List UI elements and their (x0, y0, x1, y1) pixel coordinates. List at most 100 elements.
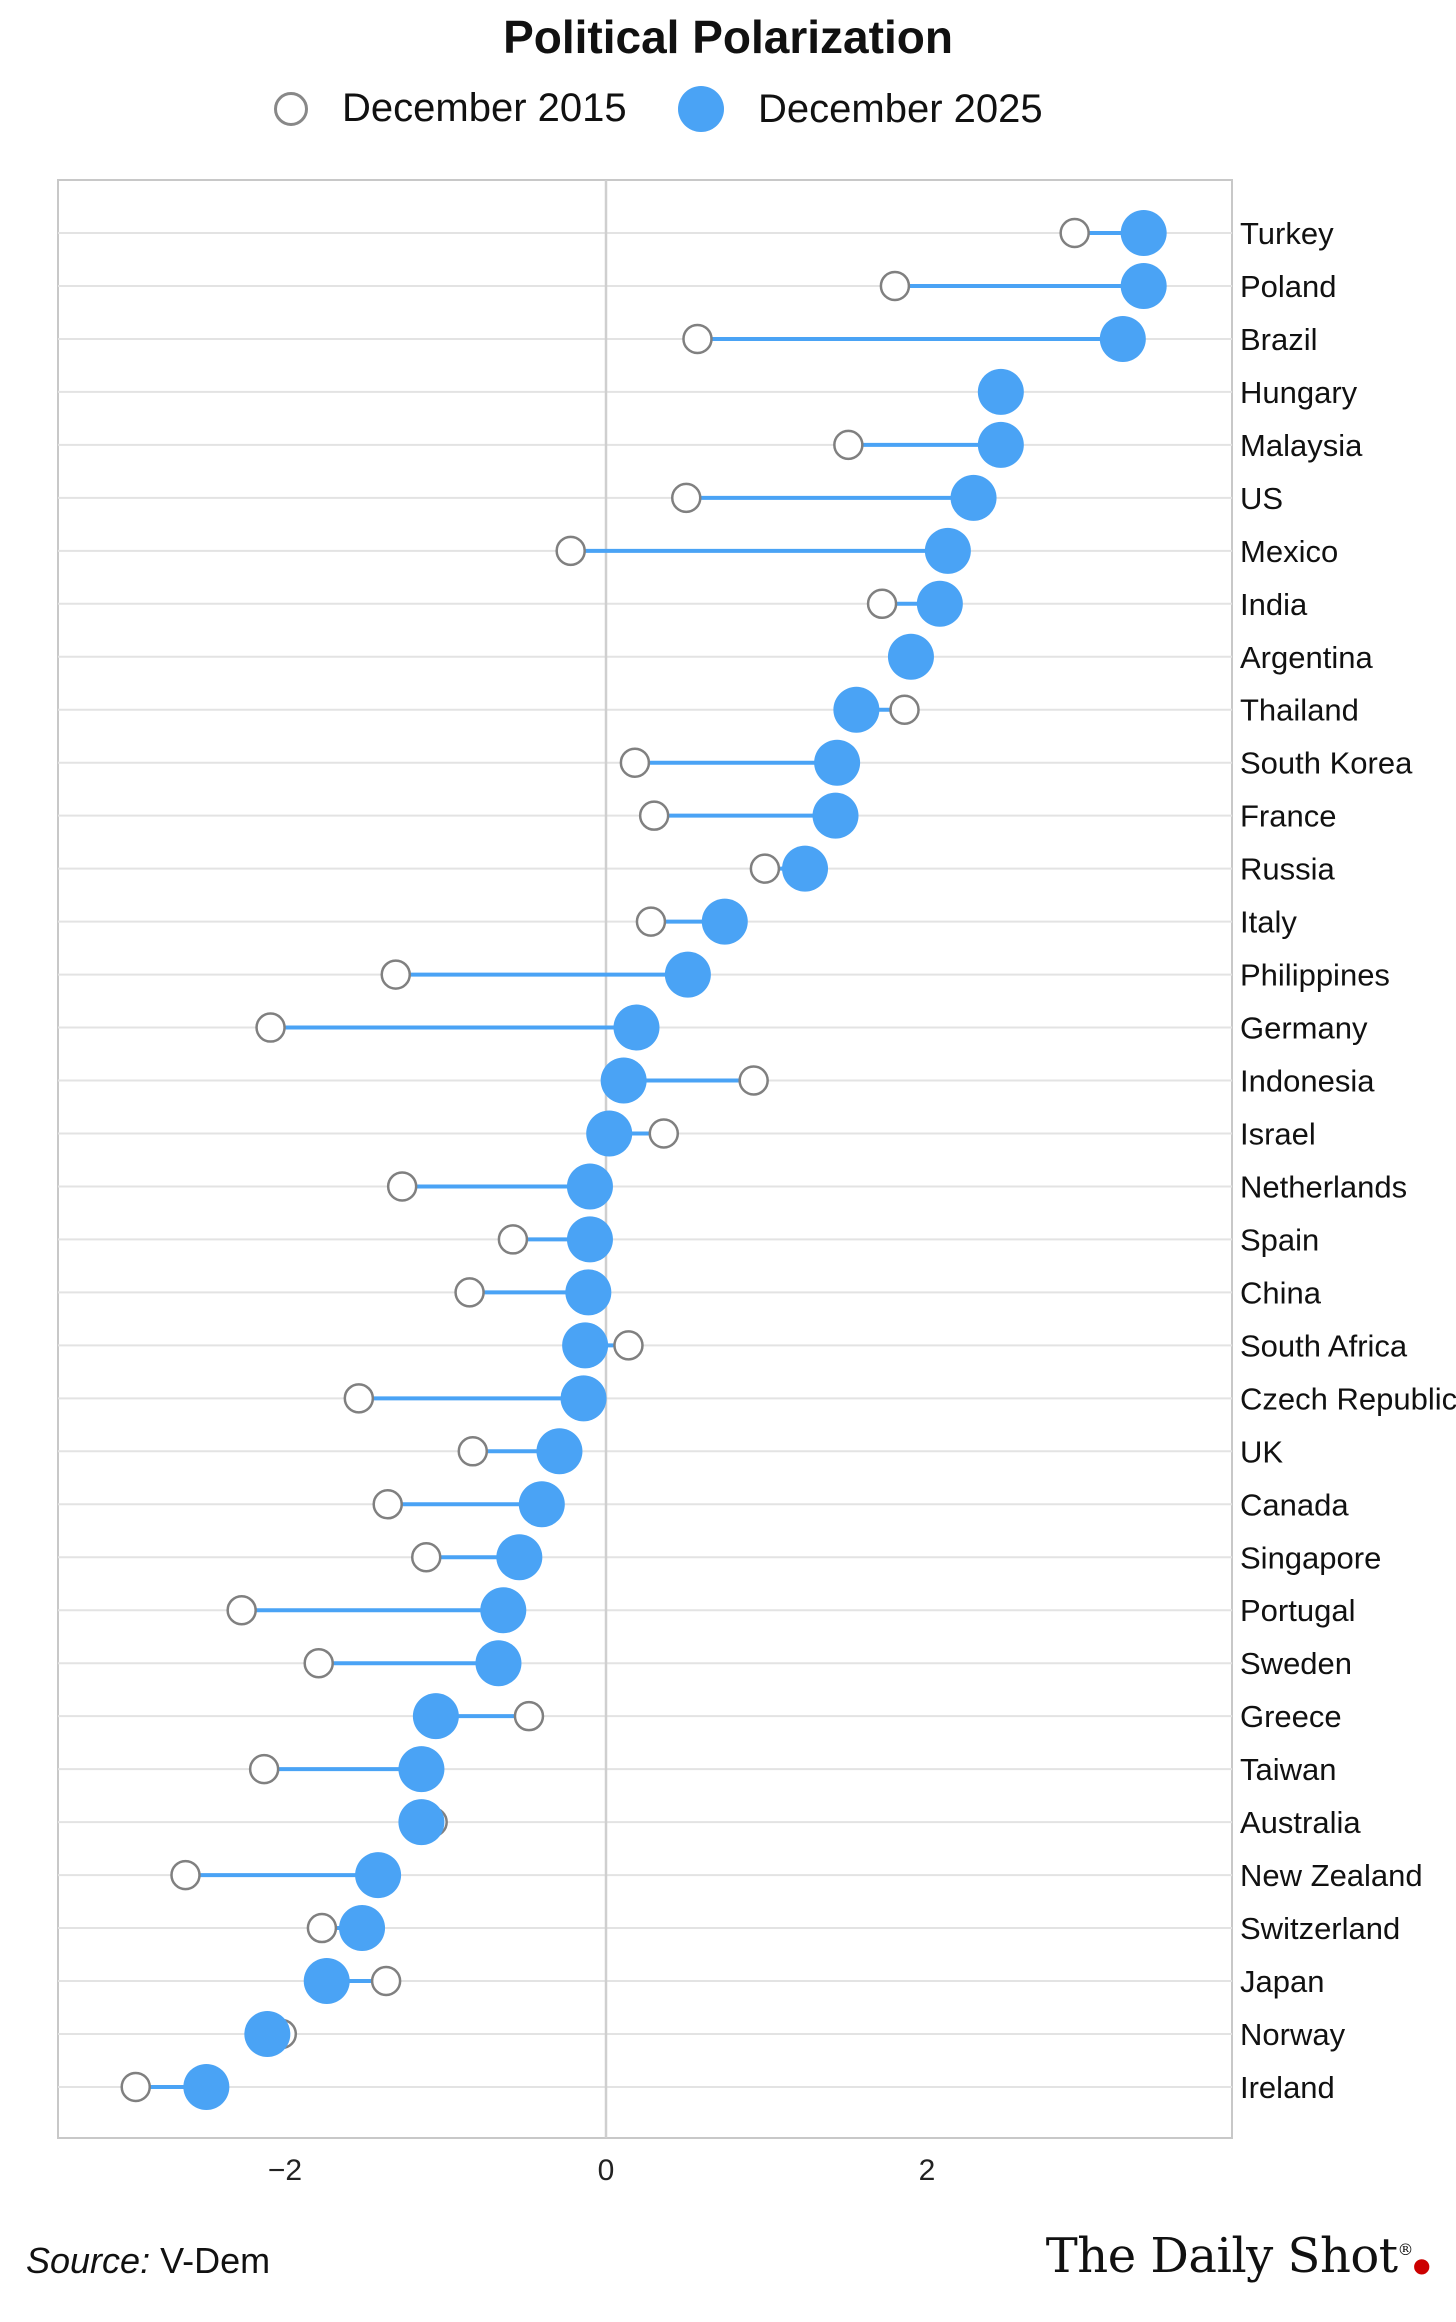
point-2025 (613, 1004, 660, 1051)
point-2025 (814, 739, 861, 786)
point-2015 (513, 1700, 545, 1732)
point-2025 (355, 1852, 402, 1899)
legend-item-2025: December 2025 (678, 86, 1043, 132)
point-2025 (664, 951, 711, 998)
plot-frame (57, 179, 1233, 2139)
point-2025 (950, 474, 997, 521)
country-label: Greece (1240, 1699, 1342, 1734)
point-2015 (1059, 217, 1090, 249)
country-label: Turkey (1240, 216, 1334, 251)
country-label: Mexico (1240, 534, 1338, 569)
x-tick-label: −2 (268, 2154, 302, 2187)
point-2015 (738, 1065, 769, 1096)
point-2025 (916, 580, 963, 627)
point-2025 (586, 1110, 633, 1157)
point-2025 (183, 2063, 230, 2110)
country-label: Spain (1240, 1222, 1319, 1257)
country-label: Russia (1240, 852, 1336, 887)
source-value: V-Dem (160, 2240, 271, 2281)
point-2015 (343, 1383, 375, 1414)
country-label: Sweden (1240, 1646, 1352, 1681)
brand-logo: The Daily Shot®● (1045, 2228, 1431, 2284)
point-2025 (812, 792, 859, 839)
point-2025 (480, 1587, 527, 1634)
point-2015 (120, 2071, 151, 2103)
chart-title: Political Polarization (503, 11, 953, 63)
x-tick-label: 2 (919, 2154, 936, 2187)
filled-circle-icon (678, 86, 724, 132)
point-2015 (682, 323, 713, 355)
country-label: Brazil (1240, 322, 1318, 357)
point-2025 (887, 633, 934, 680)
country-label: Norway (1240, 2017, 1346, 2052)
country-label: Netherlands (1240, 1169, 1407, 1204)
country-label: India (1240, 587, 1308, 622)
source-label: Source: (26, 2240, 151, 2281)
country-label: Thailand (1240, 693, 1359, 728)
point-2015 (306, 1912, 338, 1944)
country-label: Canada (1240, 1487, 1349, 1522)
point-2025 (518, 1481, 565, 1528)
point-2025 (536, 1428, 583, 1475)
point-2015 (226, 1594, 257, 1626)
point-2025 (600, 1057, 647, 1104)
country-label: Czech Republic (1240, 1381, 1456, 1416)
point-2015 (370, 1965, 402, 1997)
point-2015 (170, 1859, 201, 1891)
point-2025 (1099, 315, 1146, 362)
country-label: Switzerland (1240, 1911, 1400, 1946)
point-2015 (248, 1753, 280, 1785)
point-2015 (648, 1118, 680, 1149)
point-2015 (457, 1436, 489, 1467)
country-label: New Zealand (1240, 1858, 1423, 1893)
x-tick-label: 0 (598, 2154, 615, 2187)
point-2025 (833, 686, 880, 733)
brand-name: The Daily Shot (1045, 2228, 1398, 2284)
point-2025 (566, 1163, 613, 1210)
point-2025 (496, 1534, 543, 1581)
point-2025 (977, 368, 1024, 415)
country-label: Ireland (1240, 2070, 1335, 2105)
hollow-circle-icon (274, 91, 308, 126)
country-label: Taiwan (1240, 1752, 1337, 1787)
point-2025 (398, 1799, 445, 1846)
country-label: Germany (1240, 1011, 1368, 1046)
point-2015 (255, 1012, 286, 1043)
point-2015 (613, 1330, 644, 1361)
point-2025 (565, 1269, 612, 1316)
country-label: Italy (1240, 905, 1297, 940)
country-label: Australia (1240, 1805, 1361, 1840)
point-2015 (749, 853, 781, 884)
point-2025 (1120, 262, 1167, 309)
point-2015 (386, 1171, 418, 1202)
point-2025 (303, 1958, 350, 2005)
legend-item-2015: December 2015 (274, 86, 627, 131)
point-2015 (833, 429, 864, 461)
country-label: UK (1240, 1434, 1283, 1469)
point-2015 (638, 800, 670, 831)
point-2015 (303, 1647, 334, 1679)
point-2015 (866, 588, 898, 620)
source-note: Source: V-Dem (26, 2240, 270, 2282)
country-label: Japan (1240, 1964, 1324, 1999)
country-label: South Korea (1240, 746, 1413, 781)
point-2015 (635, 906, 667, 937)
point-2015 (380, 959, 411, 990)
point-2025 (412, 1693, 459, 1740)
point-2015 (619, 747, 651, 778)
point-2025 (398, 1746, 445, 1793)
country-label: Indonesia (1240, 1064, 1375, 1099)
point-2015 (372, 1489, 403, 1520)
point-2015 (555, 535, 586, 567)
legend-label-2025: December 2025 (758, 86, 1043, 131)
country-label: Israel (1240, 1116, 1316, 1151)
point-2025 (1120, 210, 1167, 256)
point-2015 (671, 482, 702, 514)
country-label: Philippines (1240, 958, 1390, 993)
point-2025 (701, 898, 748, 945)
point-2025 (782, 845, 829, 892)
point-2025 (244, 2010, 291, 2057)
country-label: France (1240, 799, 1336, 834)
registered-mark: ® (1397, 2240, 1414, 2259)
